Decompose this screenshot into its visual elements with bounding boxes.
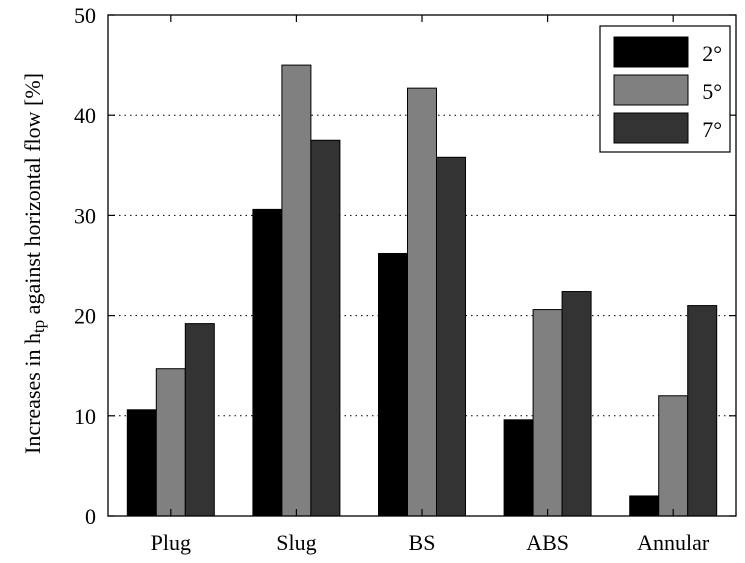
- bar: [407, 87, 437, 517]
- legend-label: 5°: [702, 79, 722, 104]
- bar: [184, 323, 215, 517]
- bars: [126, 64, 718, 517]
- bar: [503, 419, 534, 517]
- x-tick-label: ABS: [526, 530, 569, 555]
- y-axis-ticks: 0 10 20 30 40 50: [74, 3, 736, 529]
- legend-label: 7°: [702, 117, 722, 142]
- y-tick-label: 30: [74, 203, 96, 228]
- legend-swatch: [613, 112, 689, 144]
- y-axis-label-suffix: against horizontal flow [%]: [20, 73, 45, 320]
- bar: [658, 395, 689, 517]
- bar: [687, 305, 718, 517]
- y-tick-label: 50: [74, 3, 96, 28]
- x-tick-label: Annular: [637, 530, 710, 555]
- bar: [281, 64, 312, 517]
- x-tick-label: BS: [409, 530, 436, 555]
- bar: [310, 139, 341, 517]
- x-tick-label: Slug: [276, 530, 316, 555]
- legend-swatch: [613, 36, 689, 68]
- y-tick-label: 40: [74, 103, 96, 128]
- bar: [436, 156, 466, 517]
- bar: [532, 309, 563, 517]
- y-axis-label-prefix: Increases in h: [20, 333, 45, 454]
- x-tick-label: Plug: [151, 530, 191, 555]
- bar: [252, 208, 283, 517]
- legend-label: 2°: [702, 41, 722, 66]
- bar: [629, 495, 660, 517]
- bar: [126, 409, 157, 517]
- y-tick-label: 10: [74, 404, 96, 429]
- bar: [155, 368, 186, 517]
- y-tick-label: 0: [85, 504, 96, 529]
- y-tick-label: 20: [74, 304, 96, 329]
- legend: 2° 5° 7°: [599, 25, 731, 153]
- bar: [378, 252, 408, 517]
- x-axis-ticks: Plug Slug BS ABS Annular: [151, 15, 710, 555]
- y-axis-label: Increases in htp against horizontal flow…: [20, 73, 48, 454]
- bar: [561, 291, 592, 517]
- y-axis-label-subscript: tp: [29, 320, 48, 333]
- legend-swatch: [613, 74, 689, 106]
